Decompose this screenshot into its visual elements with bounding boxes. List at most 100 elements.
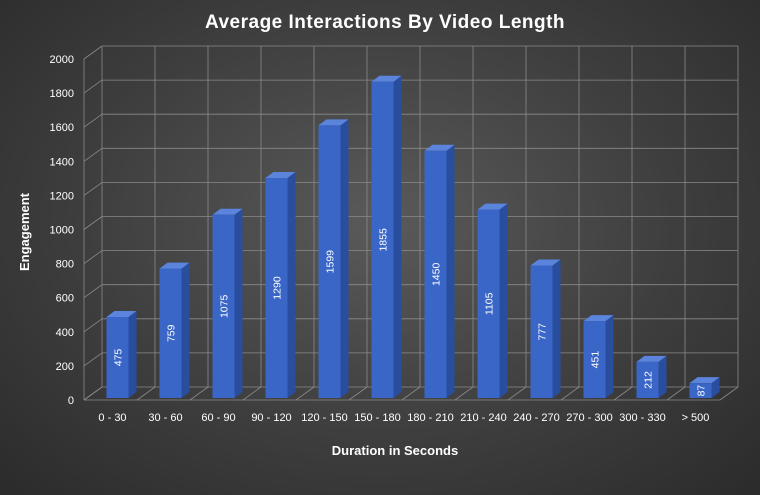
data-label: 1450	[431, 263, 443, 287]
gridline-side	[83, 45, 103, 60]
bar	[583, 315, 614, 398]
bar	[318, 119, 349, 399]
floor-line	[295, 386, 315, 401]
y-tick-label: 2000	[50, 54, 74, 66]
bar-front	[530, 265, 553, 398]
y-tick-label: 1800	[50, 88, 74, 100]
bar-side	[499, 203, 508, 398]
floor-line	[507, 386, 527, 401]
bar-side	[287, 172, 296, 398]
data-label: 777	[537, 323, 549, 341]
bar-front	[159, 268, 182, 398]
floor-line	[666, 386, 686, 401]
bar-top	[159, 262, 190, 269]
x-axis-ticks: 0 - 30 30 - 60 60 - 90 90 - 120 120 - 150 150…	[98, 412, 709, 424]
y-tick-label: 200	[56, 361, 74, 373]
floor-line	[560, 386, 580, 401]
x-axis-title: Duration in Seconds	[332, 443, 458, 458]
floor-line	[454, 386, 474, 401]
data-label: 87	[696, 385, 708, 397]
bar-front	[318, 125, 341, 399]
bars	[106, 75, 720, 399]
data-label: 1290	[272, 276, 284, 300]
y-tick-label: 1200	[50, 190, 74, 202]
bar-top	[530, 259, 561, 266]
bar-front	[477, 209, 500, 398]
data-label: 1075	[219, 295, 231, 319]
bar-top	[106, 311, 137, 318]
floor-line	[401, 386, 421, 401]
bar-side	[552, 259, 561, 398]
bar-front	[424, 150, 447, 398]
bar	[159, 262, 190, 398]
floor-line	[189, 386, 209, 401]
x-tick-label: 60 - 90	[201, 412, 235, 424]
bar-top	[477, 203, 508, 210]
bar-front	[689, 383, 712, 398]
data-label: 1105	[484, 292, 496, 315]
gridline-side	[83, 113, 103, 128]
floor-line	[83, 386, 103, 401]
data-label: 212	[643, 371, 655, 389]
y-tick-label: 600	[56, 293, 74, 305]
x-tick-label: 150 - 180	[354, 412, 400, 424]
bar	[636, 355, 667, 398]
bar-front	[583, 321, 606, 398]
bar	[424, 144, 455, 398]
y-tick-label: 400	[56, 327, 74, 339]
y-tick-label: 1000	[50, 225, 74, 237]
bar-front	[636, 361, 659, 398]
gridline-side	[83, 318, 103, 333]
bar-side	[711, 377, 720, 398]
bar-top	[424, 144, 455, 151]
bar-side	[658, 355, 667, 398]
bar-front	[212, 214, 235, 398]
bar-top	[265, 172, 296, 179]
data-label: 1599	[325, 250, 337, 274]
floor-line	[348, 386, 368, 401]
gridline-side	[83, 352, 103, 367]
data-label: 451	[590, 351, 602, 369]
bar	[689, 377, 720, 398]
floor-line	[136, 386, 156, 401]
bar-side	[446, 144, 455, 398]
bar	[106, 311, 137, 398]
floor-line	[613, 386, 633, 401]
bar-side	[234, 208, 243, 398]
gridline-side	[83, 284, 103, 299]
y-axis-ticks: 0 200 400 600 800 1000 1200 1400 1600 1800 2000	[50, 54, 74, 407]
x-tick-label: 270 - 300	[566, 412, 612, 424]
data-label: 475	[113, 349, 125, 367]
bar-side	[605, 315, 614, 398]
gridlines	[83, 45, 739, 401]
data-label: 1855	[378, 228, 390, 252]
data-label: 759	[166, 324, 178, 342]
gridline-side	[83, 216, 103, 230]
x-tick-label: 210 - 240	[460, 412, 506, 424]
bar-side	[128, 311, 137, 398]
bar-top	[583, 315, 614, 322]
bar-top	[689, 377, 720, 384]
floor-line	[242, 386, 262, 401]
x-tick-label: 30 - 60	[148, 412, 182, 424]
bar-top	[636, 355, 667, 362]
y-tick-label: 1600	[50, 122, 74, 134]
bar-top	[212, 208, 243, 215]
bar-front	[106, 317, 129, 398]
y-tick-label: 800	[56, 259, 74, 271]
bar	[265, 172, 296, 398]
y-tick-label: 1400	[50, 156, 74, 168]
gridline-side	[83, 250, 103, 264]
x-tick-label: 300 - 330	[619, 412, 665, 424]
bar-side	[340, 119, 349, 399]
x-tick-label: 90 - 120	[251, 412, 291, 424]
x-tick-label: 0 - 30	[98, 412, 126, 424]
gridline-side	[83, 79, 103, 94]
gridline-side	[83, 182, 103, 196]
bar-side	[181, 262, 190, 398]
floor-line	[719, 386, 739, 401]
x-tick-label: 180 - 210	[407, 412, 453, 424]
bar-side	[393, 75, 402, 398]
bar-front	[371, 81, 394, 398]
